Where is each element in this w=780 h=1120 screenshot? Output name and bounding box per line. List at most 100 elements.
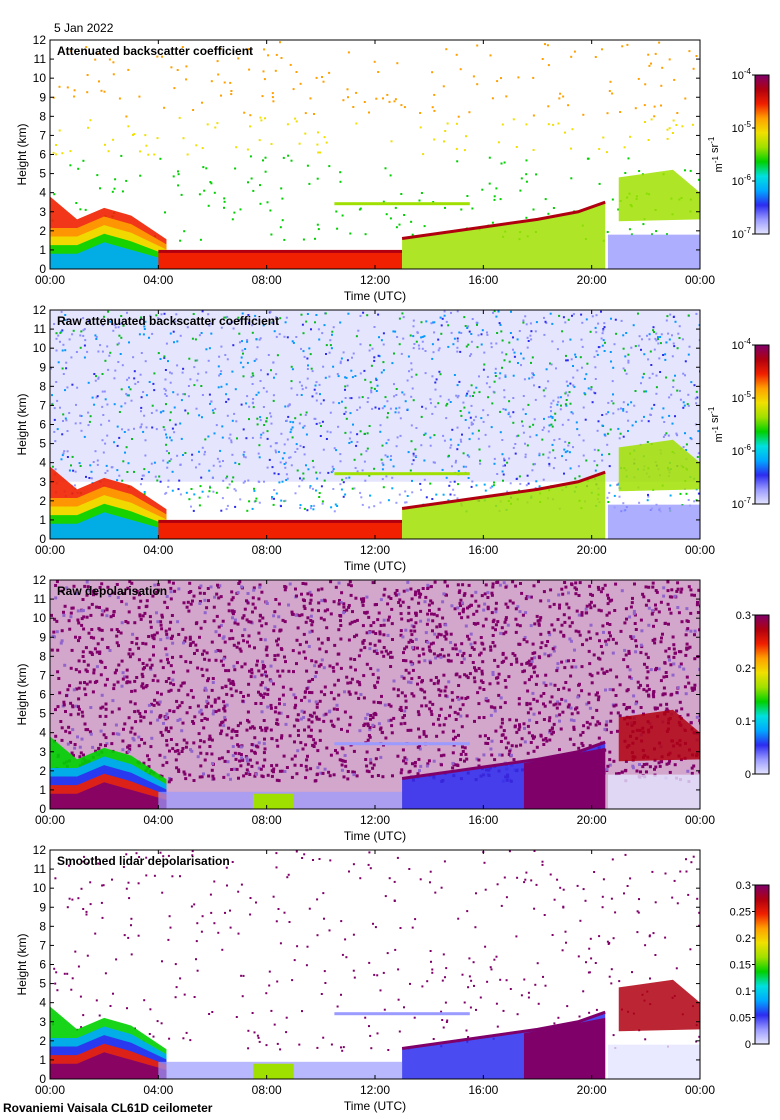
heatmap-field [50,850,700,1079]
y-tick-label: 8 [39,649,46,663]
x-tick-label: 16:00 [468,273,498,287]
colorbar-tick-label: 10-4 [732,67,752,82]
y-tick-label: 7 [39,398,46,412]
x-tick-label: 00:00 [685,813,715,827]
x-tick-label: 08:00 [252,273,282,287]
y-tick-label: 3 [39,745,46,759]
y-tick-label: 5 [39,977,46,991]
x-tick-label: 12:00 [360,813,390,827]
y-axis-label: Height (km) [15,123,29,185]
x-tick-label: 16:00 [468,543,498,557]
x-tick-label: 08:00 [252,813,282,827]
x-tick-label: 20:00 [577,273,607,287]
x-axis-label: Time (UTC) [344,289,406,303]
y-tick-label: 12 [33,33,47,47]
figure-date: 5 Jan 2022 [54,21,114,35]
y-tick-label: 9 [39,90,46,104]
x-tick-label: 00:00 [35,813,65,827]
x-axis-label: Time (UTC) [344,559,406,573]
y-tick-label: 9 [39,900,46,914]
y-tick-label: 8 [39,379,46,393]
y-tick-label: 8 [39,109,46,123]
y-tick-label: 12 [33,303,47,317]
x-tick-label: 00:00 [35,543,65,557]
y-tick-label: 6 [39,688,46,702]
x-tick-label: 16:00 [468,1083,498,1097]
panel-title: Raw depolarisation [57,584,167,598]
x-tick-label: 04:00 [143,273,173,287]
y-tick-label: 4 [39,726,46,740]
x-tick-label: 00:00 [685,543,715,557]
y-tick-label: 10 [33,881,47,895]
colorbar-tick-label: 10-6 [732,443,752,458]
y-tick-label: 2 [39,1034,46,1048]
colorbar-tick-label: 0 [745,769,751,781]
colorbar [754,884,770,1045]
y-tick-label: 2 [39,224,46,238]
y-tick-label: 2 [39,764,46,778]
y-tick-label: 3 [39,1015,46,1029]
x-tick-label: 20:00 [577,813,607,827]
x-tick-label: 00:00 [35,1083,65,1097]
y-tick-label: 11 [34,862,47,876]
y-tick-label: 5 [39,437,46,451]
y-tick-label: 12 [33,843,47,857]
y-tick-label: 0 [39,262,46,276]
y-tick-label: 1 [39,243,46,257]
y-tick-label: 0 [39,802,46,816]
y-tick-label: 5 [39,167,46,181]
y-tick-label: 8 [39,919,46,933]
y-tick-label: 7 [39,668,46,682]
figure-footer: Rovaniemi Vaisala CL61D ceilometer [3,1101,213,1115]
colorbar-tick-label: 0.05 [730,1013,751,1025]
y-tick-label: 10 [33,341,47,355]
y-tick-label: 7 [39,128,46,142]
y-tick-label: 3 [39,205,46,219]
y-tick-label: 4 [39,996,46,1010]
precipitation-region [402,202,606,269]
y-axis-label: Height (km) [15,393,29,455]
colorbar-tick-label: 0.3 [736,610,751,622]
y-tick-label: 1 [39,513,46,527]
colorbar [754,74,770,235]
x-tick-label: 00:00 [685,273,715,287]
y-tick-label: 1 [39,783,46,797]
colorbar-tick-label: 0.3 [736,880,751,892]
x-tick-label: 20:00 [577,1083,607,1097]
colorbar-tick-label: 0.25 [730,907,751,919]
colorbar-tick-label: 0.2 [736,933,751,945]
y-axis-label: Height (km) [15,933,29,995]
colorbar-tick-label: 10-5 [732,120,752,135]
x-tick-label: 12:00 [360,543,390,557]
colorbar-tick-label: 10-7 [732,496,752,511]
heatmap-field [50,310,700,539]
colorbar-tick-label: 10-6 [732,173,752,188]
panel-title: Smoothed lidar depolarisation [57,854,230,868]
panel-title: Raw attenuated backscatter coefficient [57,314,279,328]
y-tick-label: 9 [39,360,46,374]
colorbar-tick-label: 0.2 [736,663,751,675]
colorbar-tick-label: 10-7 [732,226,752,241]
colorbar-tick-label: 10-4 [732,337,752,352]
x-tick-label: 08:00 [252,1083,282,1097]
y-tick-label: 0 [39,1072,46,1086]
x-axis-label: Time (UTC) [344,829,406,843]
y-tick-label: 3 [39,475,46,489]
heatmap-field [50,580,700,809]
x-tick-label: 04:00 [143,1083,173,1097]
y-axis-label: Height (km) [15,663,29,725]
y-tick-label: 2 [39,494,46,508]
y-tick-label: 10 [33,71,47,85]
colorbar-tick-label: 10-5 [732,390,752,405]
x-tick-label: 08:00 [252,543,282,557]
y-tick-label: 5 [39,707,46,721]
colorbar-label: m-1 sr-1 [707,136,725,172]
colorbar-tick-label: 0.15 [730,960,751,972]
x-tick-label: 16:00 [468,813,498,827]
y-tick-label: 12 [33,573,47,587]
x-tick-label: 12:00 [360,1083,390,1097]
